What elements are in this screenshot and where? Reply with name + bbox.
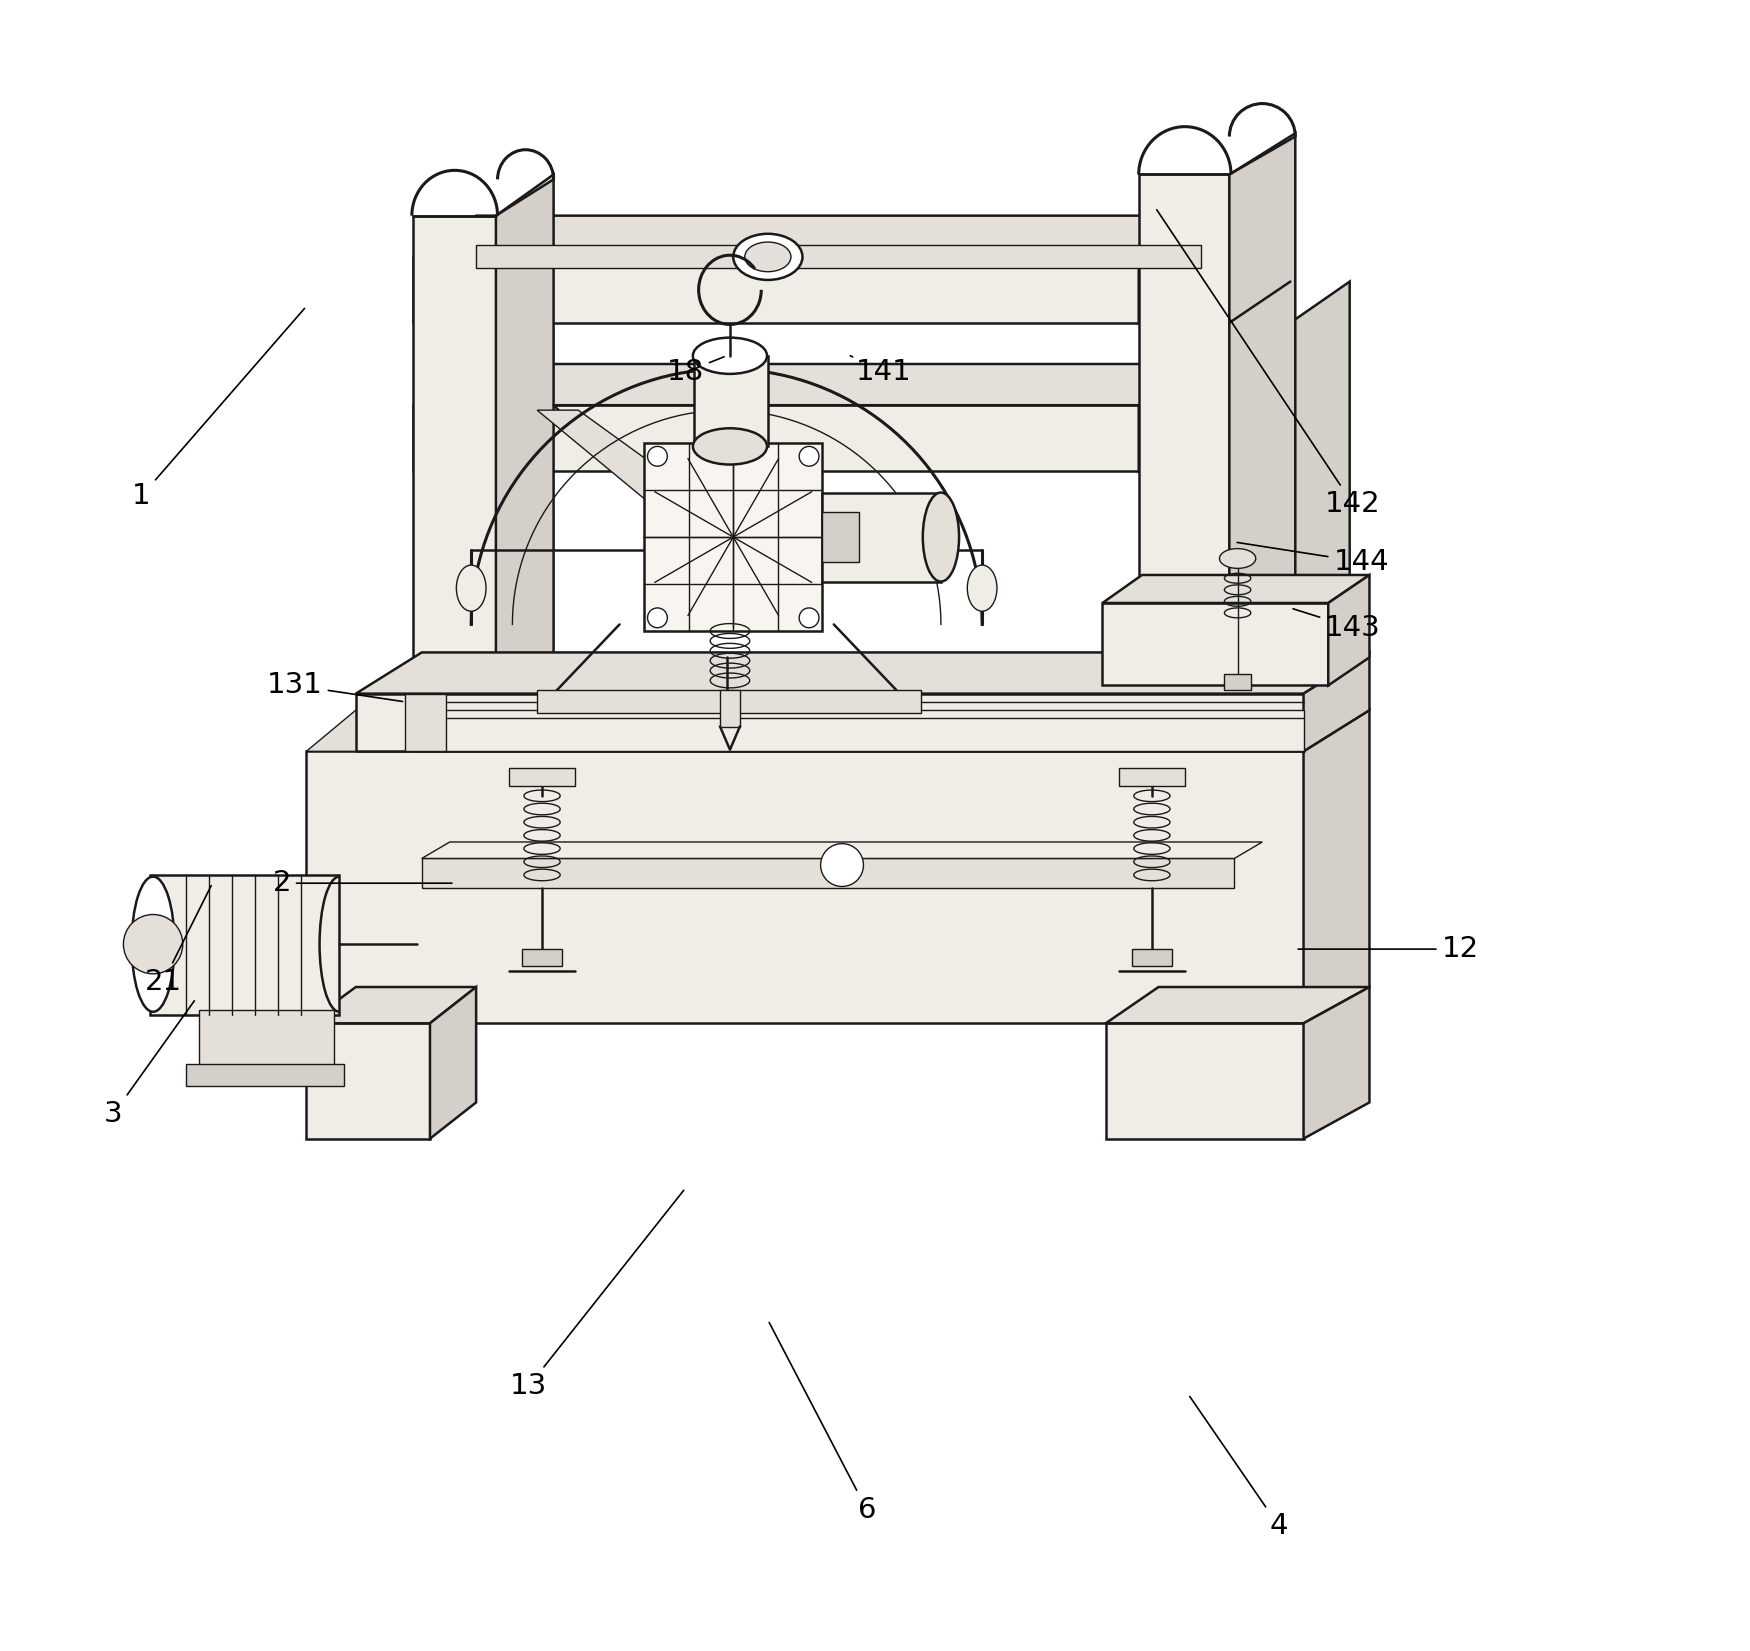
Circle shape: [800, 608, 819, 627]
Polygon shape: [1102, 575, 1370, 603]
Text: 1: 1: [133, 309, 304, 510]
Ellipse shape: [457, 565, 486, 611]
Polygon shape: [537, 409, 686, 512]
Polygon shape: [1106, 987, 1370, 1024]
Polygon shape: [186, 1065, 345, 1086]
Ellipse shape: [1220, 548, 1256, 568]
Circle shape: [648, 608, 667, 627]
Polygon shape: [1139, 216, 1200, 324]
Text: 18: 18: [667, 357, 724, 386]
Polygon shape: [306, 751, 1304, 1024]
Circle shape: [648, 446, 667, 466]
Polygon shape: [413, 710, 1304, 751]
Polygon shape: [693, 355, 768, 446]
Text: 12: 12: [1298, 934, 1479, 963]
Polygon shape: [1304, 987, 1370, 1139]
Ellipse shape: [922, 492, 959, 581]
Circle shape: [800, 446, 819, 466]
Polygon shape: [1139, 175, 1228, 710]
Polygon shape: [413, 216, 1200, 258]
Polygon shape: [1139, 363, 1200, 471]
Polygon shape: [413, 404, 1139, 471]
Circle shape: [821, 844, 863, 887]
Polygon shape: [476, 246, 1201, 269]
Polygon shape: [522, 949, 562, 966]
Polygon shape: [1106, 1024, 1304, 1139]
Polygon shape: [822, 512, 859, 561]
Polygon shape: [1102, 603, 1328, 685]
Polygon shape: [1228, 134, 1295, 710]
Text: 142: 142: [1157, 210, 1381, 518]
Polygon shape: [1304, 710, 1370, 1024]
Ellipse shape: [693, 337, 766, 373]
Polygon shape: [822, 492, 942, 581]
Polygon shape: [306, 1024, 430, 1139]
Polygon shape: [355, 652, 1370, 693]
Text: 4: 4: [1190, 1397, 1288, 1540]
Polygon shape: [509, 768, 576, 786]
Ellipse shape: [746, 243, 791, 272]
Polygon shape: [1118, 768, 1185, 786]
Text: 131: 131: [268, 672, 402, 702]
Polygon shape: [1328, 575, 1370, 685]
Polygon shape: [422, 859, 1234, 888]
Polygon shape: [413, 216, 495, 726]
Polygon shape: [719, 690, 740, 726]
Polygon shape: [200, 1010, 334, 1070]
Polygon shape: [306, 710, 1370, 751]
Text: 143: 143: [1293, 609, 1381, 642]
Polygon shape: [1304, 652, 1370, 751]
Polygon shape: [1225, 674, 1251, 690]
Text: 141: 141: [850, 355, 912, 386]
Polygon shape: [1290, 282, 1349, 718]
Circle shape: [124, 915, 182, 974]
Polygon shape: [495, 175, 553, 726]
Polygon shape: [406, 693, 446, 751]
Polygon shape: [537, 690, 920, 713]
Text: 3: 3: [105, 1001, 194, 1128]
Ellipse shape: [131, 877, 175, 1012]
Polygon shape: [355, 693, 1304, 751]
Text: 13: 13: [511, 1190, 684, 1400]
Ellipse shape: [968, 565, 998, 611]
Polygon shape: [1228, 324, 1290, 718]
Polygon shape: [422, 842, 1262, 859]
Polygon shape: [430, 987, 476, 1139]
Ellipse shape: [733, 234, 803, 281]
Polygon shape: [644, 442, 822, 631]
Polygon shape: [150, 875, 340, 1015]
Polygon shape: [413, 363, 1200, 404]
Polygon shape: [1132, 949, 1172, 966]
Text: 21: 21: [145, 885, 212, 996]
Text: 2: 2: [273, 868, 452, 896]
Text: 6: 6: [770, 1322, 877, 1524]
Polygon shape: [413, 258, 1139, 324]
Text: 144: 144: [1237, 543, 1390, 576]
Polygon shape: [306, 987, 476, 1024]
Ellipse shape: [693, 428, 766, 464]
